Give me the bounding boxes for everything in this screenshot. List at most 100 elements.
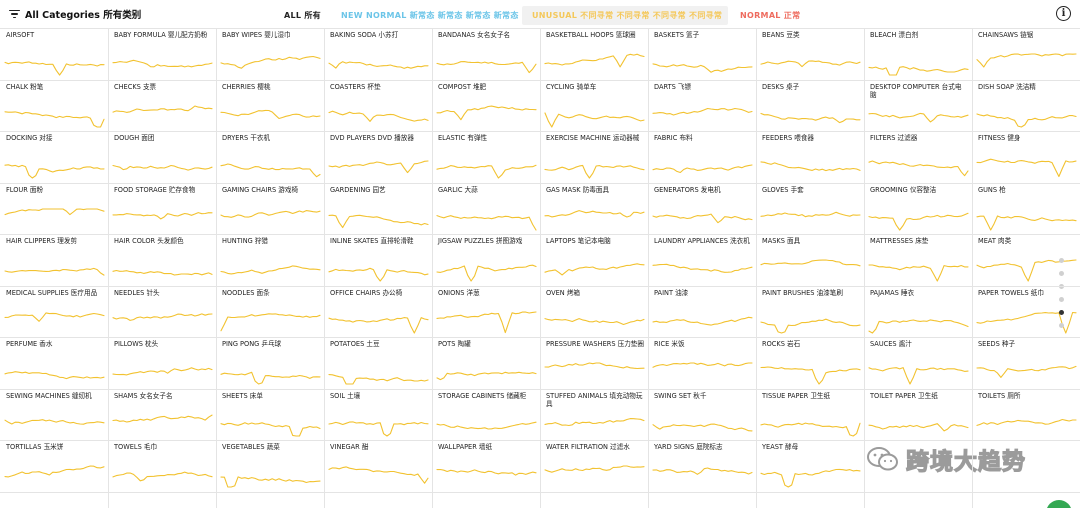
category-card[interactable]: GENERATORS 发电机 bbox=[649, 183, 756, 235]
category-card[interactable]: PAINT 油漆 bbox=[649, 286, 756, 338]
category-card[interactable]: DARTS 飞镖 bbox=[649, 80, 756, 132]
category-card[interactable]: TISSUE PAPER 卫生纸 bbox=[757, 389, 864, 441]
category-card[interactable]: BASKETBALL HOOPS 篮球圈 bbox=[541, 29, 648, 80]
category-card[interactable]: FOOD STORAGE 贮存食物 bbox=[109, 183, 216, 235]
page-dot[interactable] bbox=[1059, 284, 1064, 289]
category-card[interactable]: RICE 米饭 bbox=[649, 338, 756, 389]
category-card[interactable]: SOIL 土壤 bbox=[325, 389, 432, 441]
page-dot[interactable] bbox=[1059, 323, 1064, 328]
category-card[interactable]: EXERCISE MACHINE 运动器械 bbox=[541, 132, 648, 183]
category-card[interactable]: MEDICAL SUPPLIES 医疗用品 bbox=[1, 286, 108, 338]
category-card[interactable]: POTS 陶罐 bbox=[433, 338, 540, 389]
page-dot[interactable] bbox=[1059, 297, 1064, 302]
category-card[interactable]: GAMING CHAIRS 游戏椅 bbox=[217, 183, 324, 235]
category-card[interactable]: DOCKING 对接 bbox=[1, 132, 108, 183]
category-card[interactable]: GROOMING 仪容整洁 bbox=[865, 183, 972, 235]
category-card[interactable]: PAPER TOWELS 纸巾 bbox=[973, 286, 1080, 338]
category-card[interactable]: BANDANAS 女名女子名 bbox=[433, 29, 540, 80]
chip-all[interactable]: ALL 所有 bbox=[284, 11, 321, 20]
category-card[interactable]: FEEDERS 喂食器 bbox=[757, 132, 864, 183]
category-card[interactable]: PAINT BRUSHES 油漆笔刷 bbox=[757, 286, 864, 338]
category-card[interactable]: FABRIC 布料 bbox=[649, 132, 756, 183]
category-card[interactable]: MASKS 面具 bbox=[757, 235, 864, 286]
category-card[interactable]: OVEN 烤箱 bbox=[541, 286, 648, 338]
category-card[interactable]: LAUNDRY APPLIANCES 洗衣机 bbox=[649, 235, 756, 286]
category-card[interactable]: NOODLES 面条 bbox=[217, 286, 324, 338]
category-card[interactable]: CHERRIES 樱桃 bbox=[217, 80, 324, 132]
category-card[interactable]: CHAINSAWS 链锯 bbox=[973, 29, 1080, 80]
category-card[interactable]: VINEGAR 醋 bbox=[325, 441, 432, 492]
category-card[interactable]: DRYERS 干衣机 bbox=[217, 132, 324, 183]
category-card[interactable]: DESKS 桌子 bbox=[757, 80, 864, 132]
category-card[interactable]: GARDENING 园艺 bbox=[325, 183, 432, 235]
page-dot[interactable] bbox=[1059, 271, 1064, 276]
category-card[interactable]: MATTRESSES 床垫 bbox=[865, 235, 972, 286]
category-card[interactable]: FILTERS 过滤器 bbox=[865, 132, 972, 183]
category-card[interactable]: HAIR COLOR 头发颜色 bbox=[109, 235, 216, 286]
category-card[interactable]: COMPOST 堆肥 bbox=[433, 80, 540, 132]
category-card[interactable]: HUNTING 狩猎 bbox=[217, 235, 324, 286]
category-card[interactable]: PILLOWS 枕头 bbox=[109, 338, 216, 389]
category-card[interactable]: GAS MASK 防毒面具 bbox=[541, 183, 648, 235]
category-card[interactable]: ELASTIC 有弹性 bbox=[433, 132, 540, 183]
category-card[interactable]: BABY WIPES 婴儿湿巾 bbox=[217, 29, 324, 80]
category-card[interactable]: JIGSAW PUZZLES 拼图游戏 bbox=[433, 235, 540, 286]
category-card[interactable]: LAPTOPS 笔记本电脑 bbox=[541, 235, 648, 286]
category-card[interactable]: HAIR CLIPPERS 理发剪 bbox=[1, 235, 108, 286]
category-filter-button[interactable]: All Categories 所有类别 bbox=[9, 7, 141, 21]
page-dot[interactable] bbox=[1059, 310, 1064, 315]
category-card[interactable]: FLOUR 面粉 bbox=[1, 183, 108, 235]
category-card[interactable]: BLEACH 漂白剂 bbox=[865, 29, 972, 80]
category-card[interactable]: WALLPAPER 墙纸 bbox=[433, 441, 540, 492]
category-card[interactable]: ONIONS 洋葱 bbox=[433, 286, 540, 338]
category-card[interactable]: BASKETS 篮子 bbox=[649, 29, 756, 80]
category-card[interactable]: SEEDS 种子 bbox=[973, 338, 1080, 389]
category-card[interactable]: GUNS 枪 bbox=[973, 183, 1080, 235]
page-dot[interactable] bbox=[1059, 258, 1064, 263]
category-card[interactable]: STUFFED ANIMALS 填充动物玩具 bbox=[541, 389, 648, 441]
category-card[interactable]: SAUCES 酱汁 bbox=[865, 338, 972, 389]
category-card[interactable]: OFFICE CHAIRS 办公椅 bbox=[325, 286, 432, 338]
category-card[interactable]: TOILETS 厕所 bbox=[973, 389, 1080, 441]
chip-new-normal[interactable]: NEW NORMAL 新常态 新常态 新常态 新常态 bbox=[341, 11, 519, 20]
category-card[interactable]: DOUGH 面团 bbox=[109, 132, 216, 183]
category-card[interactable]: INLINE SKATES 直排轮滑鞋 bbox=[325, 235, 432, 286]
category-card[interactable]: YEAST 酵母 bbox=[757, 441, 864, 492]
chip-unusual[interactable]: UNUSUAL 不同寻常 不同寻常 不同寻常 不同寻常 bbox=[522, 6, 728, 25]
category-card[interactable]: VEGETABLES 蔬菜 bbox=[217, 441, 324, 492]
info-icon[interactable]: i bbox=[1056, 6, 1071, 21]
category-card[interactable]: PRESSURE WASHERS 压力垫圈 bbox=[541, 338, 648, 389]
category-card[interactable]: CHECKS 支票 bbox=[109, 80, 216, 132]
category-card[interactable]: AIRSOFT bbox=[1, 29, 108, 80]
category-card[interactable]: TORTILLAS 玉米饼 bbox=[1, 441, 108, 492]
category-card[interactable]: GARLIC 大蒜 bbox=[433, 183, 540, 235]
chip-normal[interactable]: NORMAL 正常 bbox=[740, 11, 801, 20]
category-card[interactable]: CYCLING 骑单车 bbox=[541, 80, 648, 132]
category-card[interactable]: POTATOES 土豆 bbox=[325, 338, 432, 389]
category-card[interactable]: BAKING SODA 小苏打 bbox=[325, 29, 432, 80]
category-card[interactable]: COASTERS 杯垫 bbox=[325, 80, 432, 132]
category-card[interactable]: DESKTOP COMPUTER 台式电脑 bbox=[865, 80, 972, 132]
category-card[interactable]: TOILET PAPER 卫生纸 bbox=[865, 389, 972, 441]
category-card[interactable]: STORAGE CABINETS 储藏柜 bbox=[433, 389, 540, 441]
category-card[interactable]: DISH SOAP 洗洁精 bbox=[973, 80, 1080, 132]
category-card[interactable]: PING PONG 乒乓球 bbox=[217, 338, 324, 389]
category-card[interactable]: FITNESS 健身 bbox=[973, 132, 1080, 183]
category-card[interactable]: PERFUME 香水 bbox=[1, 338, 108, 389]
category-card[interactable]: SEWING MACHINES 缝纫机 bbox=[1, 389, 108, 441]
category-card[interactable]: PAJAMAS 睡衣 bbox=[865, 286, 972, 338]
category-card[interactable]: CHALK 粉笔 bbox=[1, 80, 108, 132]
category-card[interactable]: BABY FORMULA 婴儿配方奶粉 bbox=[109, 29, 216, 80]
chat-bubble-icon[interactable] bbox=[1046, 500, 1072, 508]
category-card[interactable]: SWING SET 秋千 bbox=[649, 389, 756, 441]
category-card[interactable]: YARD SIGNS 庭院标志 bbox=[649, 441, 756, 492]
category-card[interactable]: SHAMS 女名女子名 bbox=[109, 389, 216, 441]
category-card[interactable]: ROCKS 岩石 bbox=[757, 338, 864, 389]
category-card[interactable]: WATER FILTRATION 过滤水 bbox=[541, 441, 648, 492]
category-card[interactable]: DVD PLAYERS DVD 播放器 bbox=[325, 132, 432, 183]
category-card[interactable]: TOWELS 毛巾 bbox=[109, 441, 216, 492]
category-card[interactable]: BEANS 豆类 bbox=[757, 29, 864, 80]
category-card[interactable]: GLOVES 手套 bbox=[757, 183, 864, 235]
category-card[interactable]: SHEETS 床单 bbox=[217, 389, 324, 441]
category-card[interactable]: NEEDLES 针头 bbox=[109, 286, 216, 338]
